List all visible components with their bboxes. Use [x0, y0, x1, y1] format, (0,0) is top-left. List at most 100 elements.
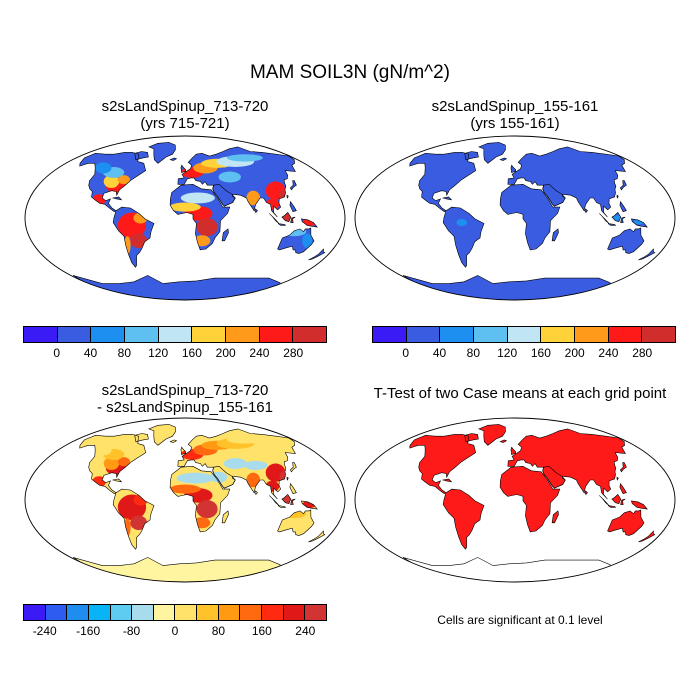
colorbar-difference-box — [262, 605, 284, 620]
coastline-srilanka — [254, 490, 258, 496]
colorbar-panel-1-label: 240 — [249, 346, 270, 360]
coastlines — [409, 424, 656, 550]
coastlines — [79, 142, 326, 268]
globe — [355, 418, 675, 582]
coastline-taiwan — [286, 194, 289, 199]
coastline-australia — [277, 227, 315, 254]
coastline-arabia — [212, 183, 236, 207]
data-patch — [117, 175, 131, 185]
coastline-sulawesi — [620, 216, 626, 223]
coastline-newguinea — [300, 218, 318, 228]
coastline-japan — [289, 462, 297, 473]
data-patch — [169, 484, 201, 494]
data-patch — [176, 472, 214, 484]
colorbar-difference-label: -240 — [32, 624, 57, 638]
data-patch — [218, 171, 241, 183]
globe — [355, 136, 675, 300]
colorbar-panel-1-box — [91, 327, 126, 342]
colorbar-panel-1-label: 200 — [215, 346, 236, 360]
coastline-newguinea — [630, 218, 648, 228]
colorbar-panel-1-label: 0 — [53, 346, 61, 360]
colorbar-difference-label: 0 — [171, 624, 179, 638]
coastline-japan — [289, 180, 297, 191]
colorbar-panel-1-box — [226, 327, 260, 342]
map-border — [354, 135, 676, 301]
colorbar-panel-1-label: 120 — [148, 346, 169, 360]
coastline-madagascar — [221, 510, 229, 524]
coastline-philippines — [289, 200, 297, 212]
coastline-iceland — [169, 439, 178, 443]
coastline-iceland — [169, 157, 178, 161]
data-patch — [246, 190, 261, 206]
colorbar-panel-1-box — [192, 327, 227, 342]
coastline-greenland — [148, 142, 176, 164]
coastline-greenland — [478, 142, 506, 164]
coastline-samerica — [112, 488, 155, 550]
colorbar-difference-box — [175, 605, 198, 620]
coastline-britain — [180, 164, 186, 173]
colorbar-difference-box — [67, 605, 89, 620]
colorbar-difference-label: 240 — [295, 624, 316, 638]
coastline-borneo — [611, 212, 622, 222]
colorbar-panel-2 — [372, 326, 676, 343]
colorbar-panel-1 — [23, 326, 327, 343]
data-patch — [103, 175, 120, 188]
panel-2-title: s2sLandSpinup_155-161 (yrs 155-161) — [431, 98, 599, 132]
coastline-cuba — [112, 478, 123, 483]
coastlines — [79, 424, 326, 550]
colorbar-panel-2-label: 80 — [466, 346, 481, 360]
globe — [25, 136, 345, 300]
coastline-philippines — [619, 200, 627, 212]
colorbar-difference-box — [197, 605, 219, 620]
coastline-philippines — [289, 482, 297, 494]
coastline-baffin — [464, 433, 479, 443]
coastline-samerica — [442, 488, 485, 550]
coastline-newguinea — [300, 500, 318, 510]
coastline-cuba — [112, 196, 123, 201]
data-patch — [130, 515, 148, 531]
coastline-africa — [169, 183, 231, 251]
coastline-madagascar — [551, 228, 559, 242]
colorbar-panel-1-label: 280 — [283, 346, 304, 360]
data-patch — [293, 519, 311, 531]
coastline-newguinea — [630, 500, 648, 510]
coastline-britain — [180, 446, 186, 455]
coastline-baffin — [134, 151, 149, 161]
colorbar-difference-box — [305, 605, 326, 620]
coastline-arabia — [542, 465, 566, 489]
colorbar-panel-1-box — [259, 327, 294, 342]
coastline-java — [277, 505, 286, 508]
coastline-taiwan — [286, 476, 289, 481]
colorbar-panel-2-box — [541, 327, 576, 342]
colorbar-panel-2-box — [440, 327, 475, 342]
colorbar-panel-2-label: 200 — [564, 346, 585, 360]
data-patch — [223, 458, 247, 470]
colorbar-panel-1-label: 40 — [83, 346, 98, 360]
data-patch — [95, 444, 112, 456]
colorbar-difference — [23, 604, 327, 621]
coastline-nz — [308, 530, 326, 543]
data-patch — [226, 436, 263, 444]
coastline-iceland — [499, 439, 508, 443]
coastline-cuba — [442, 478, 453, 483]
colorbar-panel-1-box — [125, 327, 159, 342]
panel-3-title: s2sLandSpinup_713-720 - s2sLandSpinup_15… — [97, 382, 273, 416]
significance-note: Cells are significant at 0.1 level — [437, 613, 603, 627]
coastline-africa — [499, 465, 561, 533]
colorbar-panel-2-box — [575, 327, 609, 342]
coastline-greenland — [478, 424, 506, 446]
colorbar-panel-1-box — [24, 327, 58, 342]
coastline-arabia — [212, 465, 236, 489]
data-patch — [196, 500, 218, 519]
coastline-madagascar — [221, 228, 229, 242]
globe — [25, 418, 345, 582]
colorbar-difference-label: 80 — [211, 624, 226, 638]
colorbar-panel-2-box — [507, 327, 542, 342]
map-panel-2 — [354, 135, 676, 301]
data-patch — [243, 460, 268, 470]
data-patch — [180, 192, 215, 204]
colorbar-panel-2-box — [406, 327, 441, 342]
coastline-sulawesi — [290, 216, 296, 223]
data-patch — [246, 472, 261, 488]
coastline-borneo — [611, 494, 622, 504]
